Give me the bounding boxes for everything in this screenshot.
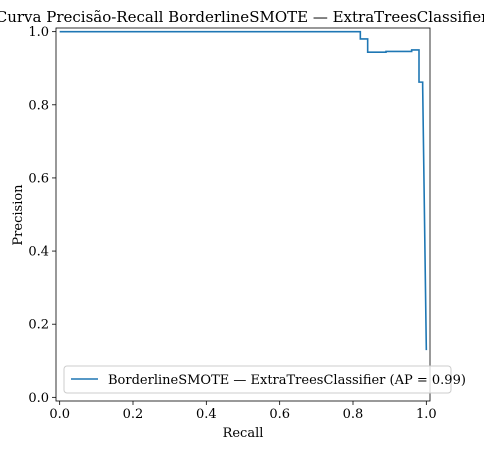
x-tick-label: 0.0 <box>49 407 70 422</box>
y-tick-label: 0.2 <box>28 318 49 333</box>
x-tick-label: 0.6 <box>269 407 290 422</box>
x-axis-label: Recall <box>223 426 264 441</box>
y-axis-label: Precision <box>11 184 26 246</box>
x-tick-label: 0.4 <box>196 407 217 422</box>
y-tick-label: 0.4 <box>28 245 49 260</box>
legend-box <box>63 365 452 394</box>
y-axis: 0.0 0.2 0.4 0.6 0.8 1.0 <box>28 25 56 406</box>
series-group <box>59 30 428 351</box>
legend: BorderlineSMOTE — ExtraTreesClassifier (… <box>63 365 466 394</box>
pr-curve-line <box>59 30 428 351</box>
y-tick-label: 0.8 <box>28 98 49 113</box>
x-tick-label: 0.8 <box>343 407 364 422</box>
chart-title: Curva Precisão-Recall BorderlineSMOTE — … <box>0 8 484 26</box>
y-tick-label: 0.0 <box>28 391 49 406</box>
legend-entry-label: BorderlineSMOTE — ExtraTreesClassifier (… <box>108 373 466 388</box>
x-tick-label: 0.2 <box>123 407 144 422</box>
y-tick-label: 1.0 <box>28 25 49 40</box>
x-axis: 0.0 0.2 0.4 0.6 0.8 1.0 <box>49 401 437 422</box>
plot-area <box>55 27 431 402</box>
x-tick-label: 1.0 <box>416 407 437 422</box>
y-tick-label: 0.6 <box>28 171 49 186</box>
